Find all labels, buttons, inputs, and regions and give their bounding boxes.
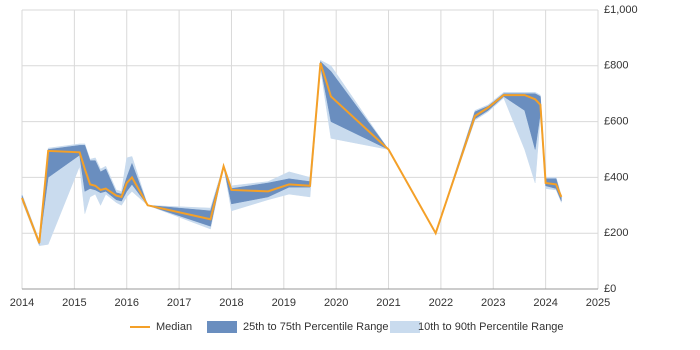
median-line (21, 62, 563, 244)
x-tick-label: 2018 (219, 297, 243, 309)
y-tick-label: £0 (604, 283, 616, 295)
legend-label: 25th to 75th Percentile Range (243, 321, 389, 333)
y-tick-label: £400 (604, 171, 628, 183)
x-tick-label: 2016 (114, 297, 138, 309)
percentile-band (21, 59, 562, 247)
x-tick-label: 2020 (324, 297, 348, 309)
legend-label: Median (156, 321, 192, 333)
x-tick-label: 2014 (10, 297, 34, 309)
x-tick-label: 2023 (481, 297, 505, 309)
x-tick-label: 2024 (533, 297, 557, 309)
x-tick-label: 2022 (429, 297, 453, 309)
x-tick-label: 2019 (272, 297, 296, 309)
y-tick-label: £800 (604, 60, 628, 72)
y-tick-label: £1,000 (604, 4, 638, 16)
legend-swatch (390, 321, 420, 333)
legend-label: 10th to 90th Percentile Range (418, 321, 564, 333)
x-tick-label: 2021 (376, 297, 400, 309)
x-tick-label: 2017 (167, 297, 191, 309)
percentile-band (21, 61, 562, 245)
y-tick-label: £600 (604, 116, 628, 128)
legend-swatch (207, 321, 237, 333)
x-tick-label: 2025 (586, 297, 610, 309)
x-tick-label: 2015 (62, 297, 86, 309)
y-tick-label: £200 (604, 227, 628, 239)
